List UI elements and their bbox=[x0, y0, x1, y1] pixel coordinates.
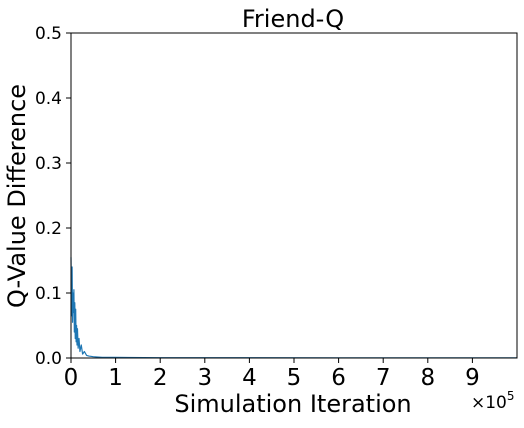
y-tick-label: 0.0 bbox=[35, 349, 62, 369]
y-tick-label: 0.1 bbox=[35, 284, 62, 304]
y-axis-label: Q-Value Difference bbox=[3, 84, 31, 308]
y-axis-ticks: 0.0 0.1 0.2 0.3 0.4 0.5 bbox=[35, 24, 71, 369]
x-axis-label: Simulation Iteration bbox=[174, 390, 411, 418]
plot-frame bbox=[70, 32, 518, 359]
x-tick-label: 3 bbox=[197, 365, 212, 391]
x-axis-multiplier-exponent: 5 bbox=[507, 389, 515, 403]
x-axis-multiplier-base: ×10 bbox=[471, 393, 507, 413]
x-axis-ticks: 0 1 2 3 4 5 6 7 8 9 bbox=[64, 358, 480, 391]
x-tick-label: 0 bbox=[64, 365, 79, 391]
x-tick-label: 9 bbox=[465, 365, 480, 391]
x-tick-label: 7 bbox=[376, 365, 391, 391]
y-tick-label: 0.5 bbox=[35, 24, 62, 44]
series-layer bbox=[70, 257, 518, 359]
x-tick-label: 2 bbox=[153, 365, 168, 391]
series-line bbox=[70, 257, 518, 359]
y-tick-label: 0.2 bbox=[35, 219, 62, 239]
chart-title: Friend-Q bbox=[242, 5, 344, 33]
y-tick-label: 0.3 bbox=[35, 154, 62, 174]
x-tick-label: 6 bbox=[331, 365, 346, 391]
x-tick-label: 8 bbox=[420, 365, 435, 391]
x-axis-multiplier: ×105 bbox=[471, 389, 515, 413]
x-tick-label: 4 bbox=[242, 365, 257, 391]
x-tick-label: 1 bbox=[108, 365, 123, 391]
x-tick-label: 5 bbox=[287, 365, 302, 391]
y-tick-label: 0.4 bbox=[35, 89, 62, 109]
